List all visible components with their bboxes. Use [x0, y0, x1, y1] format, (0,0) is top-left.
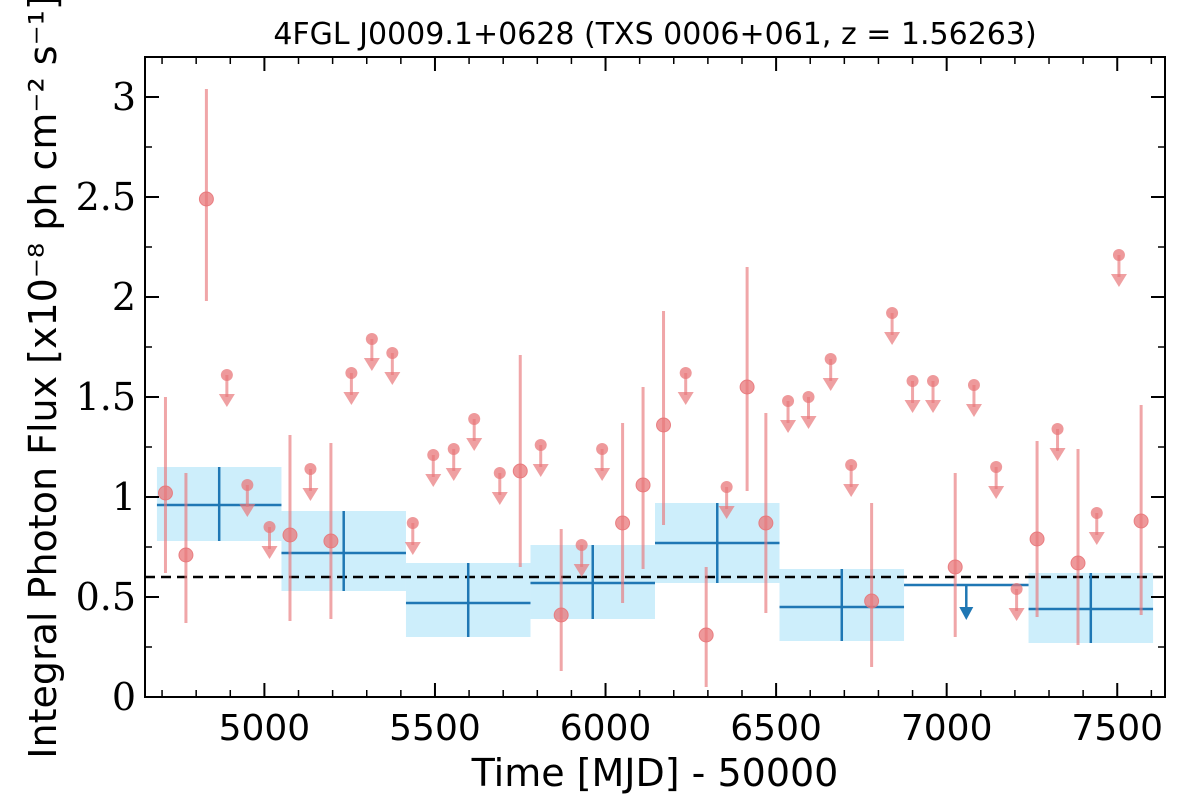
coarse-upper-limit-arrow: [959, 607, 974, 620]
plot-frame: [144, 56, 1166, 698]
x-tick-label: 5000: [219, 708, 311, 749]
upper-limit-point: [886, 307, 899, 319]
upper-limit-arrow: [466, 438, 483, 451]
upper-limit-point: [679, 367, 692, 379]
upper-limit-point: [990, 461, 1003, 473]
upper-limit-point: [406, 517, 419, 529]
upper-limit-point: [468, 413, 481, 425]
x-tick-label: 5500: [389, 708, 481, 749]
upper-limit-arrow: [404, 542, 421, 555]
fine-bin-point: [656, 417, 672, 433]
upper-limit-point: [596, 443, 609, 455]
upper-limit-arrow: [302, 488, 319, 501]
x-axis-label: Time [MJD] - 50000: [471, 751, 839, 795]
upper-limit-point: [782, 395, 795, 407]
upper-limit-point: [447, 443, 460, 455]
upper-limit-arrow: [1088, 532, 1105, 545]
upper-limit-point: [1010, 583, 1023, 595]
fine-bin-point: [553, 607, 569, 623]
fine-bin-point: [635, 477, 651, 493]
fine-bin-point: [512, 463, 528, 479]
upper-limit-arrow: [780, 420, 797, 433]
x-tick-label: 6500: [730, 708, 822, 749]
upper-limit-arrow: [988, 486, 1005, 499]
upper-limit-arrow: [800, 416, 817, 429]
upper-limit-point: [967, 379, 980, 391]
upper-limit-arrow: [1110, 274, 1127, 287]
upper-limit-point: [927, 375, 940, 387]
upper-limit-arrow: [904, 400, 921, 413]
upper-limit-point: [304, 463, 317, 475]
chart-title: 4FGL J0009.1+0628 (TXS 0006+061, z = 1.5…: [273, 17, 1036, 52]
upper-limit-point: [906, 375, 919, 387]
fine-bin-point: [1133, 513, 1149, 529]
axes: 5000 5500 6000 6500 7000 7500 0 0.5 1 1.5 2 2.5 3: [76, 57, 1165, 749]
upper-limit-arrow: [925, 400, 942, 413]
upper-limit-arrow: [343, 392, 360, 405]
upper-limit-point: [493, 467, 506, 479]
fine-bin-point: [1070, 555, 1086, 571]
fine-bin-point: [178, 547, 194, 563]
upper-limit-arrow: [822, 378, 839, 391]
y-tick-label: 1.5: [76, 375, 136, 419]
upper-limit-point: [1051, 423, 1064, 435]
upper-limit-arrow: [384, 372, 401, 385]
x-tick-label: 7000: [901, 708, 993, 749]
fine-bin-point: [615, 515, 631, 531]
upper-limit-point: [386, 347, 399, 359]
x-tick-label: 7500: [1071, 708, 1163, 749]
y-tick-label: 1: [112, 475, 136, 519]
fine-bin-point: [758, 515, 774, 531]
upper-limit-point: [345, 367, 358, 379]
upper-limit-arrow: [594, 468, 611, 481]
upper-limit-arrow: [532, 464, 549, 477]
y-tick-label: 0.5: [76, 575, 136, 619]
fine-bin-point: [1029, 531, 1045, 547]
upper-limit-arrow: [425, 474, 442, 487]
x-tick-label: 6000: [560, 708, 652, 749]
upper-limit-point: [1090, 507, 1103, 519]
upper-limit-arrow: [884, 332, 901, 345]
fine-bin-point: [323, 533, 339, 549]
upper-limit-point: [263, 521, 276, 533]
y-tick-label: 0: [112, 675, 136, 719]
fine-bin-point: [864, 593, 880, 609]
upper-limit-arrow: [573, 564, 590, 577]
upper-limit-point: [1112, 249, 1125, 261]
fine-bin-point: [198, 191, 214, 207]
upper-limit-point: [220, 369, 233, 381]
fine-bin-point: [739, 379, 755, 395]
upper-limit-arrow: [965, 404, 982, 417]
upper-limit-point: [427, 449, 440, 461]
upper-limit-arrow: [445, 468, 462, 481]
upper-limit-arrow: [677, 392, 694, 405]
upper-limit-point: [575, 539, 588, 551]
upper-limit-point: [365, 333, 378, 345]
upper-limit-arrow: [491, 492, 508, 505]
upper-limit-point: [802, 391, 815, 403]
upper-limit-arrow: [363, 358, 380, 371]
upper-limit-point: [845, 459, 858, 471]
upper-limit-point: [720, 481, 733, 493]
plot-area: [145, 89, 1165, 687]
fine-bin-point: [282, 527, 298, 543]
upper-limit-arrow: [261, 546, 278, 559]
y-tick-label: 2: [112, 275, 136, 319]
upper-limit-arrow: [1008, 608, 1025, 621]
upper-limit-arrow: [1049, 448, 1066, 461]
fine-bin-point: [698, 627, 714, 643]
y-tick-label: 3: [112, 75, 136, 119]
upper-limit-arrow: [718, 506, 735, 519]
y-axis-label: Integral Photon Flux [x10⁻⁸ ph cm⁻² s⁻¹]: [21, 0, 65, 759]
y-tick-label: 2.5: [76, 175, 136, 219]
upper-limit-point: [241, 479, 254, 491]
upper-limit-arrow: [239, 504, 256, 517]
upper-limit-point: [824, 353, 837, 365]
fine-bin-point: [157, 485, 173, 501]
upper-limit-point: [534, 439, 547, 451]
fine-bin-point: [947, 559, 963, 575]
upper-limit-arrow: [843, 484, 860, 497]
upper-limit-arrow: [218, 394, 235, 407]
